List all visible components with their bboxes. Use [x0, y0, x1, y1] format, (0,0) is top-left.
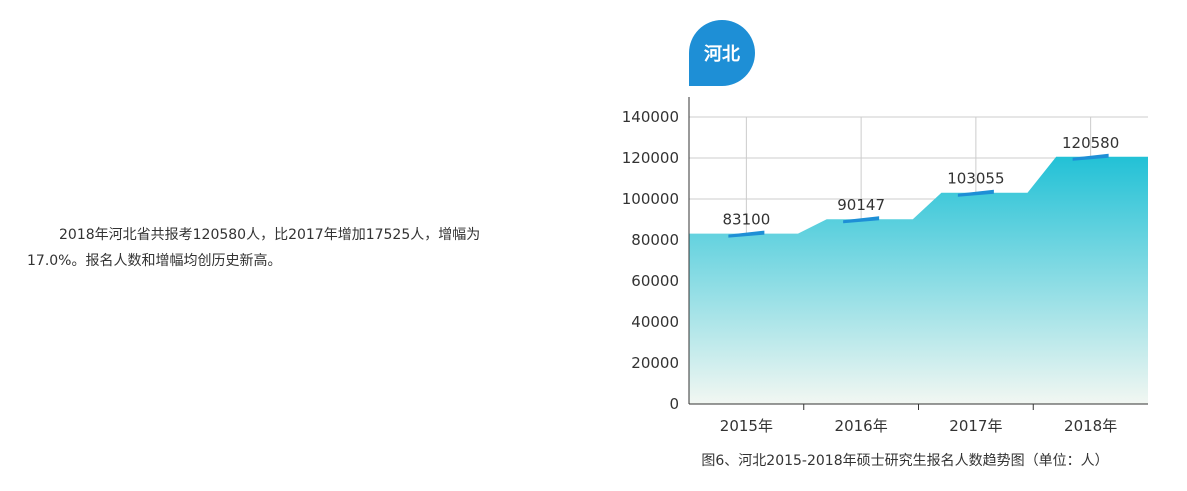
data-point-marker [957, 189, 994, 197]
data-label: 120580 [1062, 134, 1119, 152]
article-paragraph: 2018年河北省共报考120580人，比2017年增加17525人，增幅为17.… [27, 227, 481, 269]
y-tick-label: 20000 [631, 354, 679, 372]
y-tick-label: 120000 [622, 149, 679, 167]
series-area [689, 156, 1148, 404]
data-point-marker [843, 216, 880, 224]
region-badge: 河北 [689, 20, 755, 86]
y-tick-label: 60000 [631, 272, 679, 290]
x-tick-label: 2018年 [1064, 417, 1117, 435]
chart-caption: 图6、河北2015-2018年硕士研究生报名人数趋势图（单位：人） [701, 453, 1109, 469]
x-tick-label: 2016年 [835, 417, 888, 435]
y-tick-label: 80000 [631, 231, 679, 249]
x-tick-label: 2015年 [720, 417, 773, 435]
chart-container: 0 20000 40000 60000 80000 100000 120000 140000 2… [610, 10, 1180, 485]
y-tick-label: 140000 [622, 108, 679, 126]
y-tick-label: 40000 [631, 313, 679, 331]
data-point-marker [1072, 153, 1109, 161]
data-point-marker [728, 230, 765, 238]
data-label: 103055 [947, 170, 1004, 188]
y-tick-label: 0 [669, 395, 679, 413]
x-tick-label: 2017年 [949, 417, 1002, 435]
y-tick-label: 100000 [622, 190, 679, 208]
data-label: 83100 [723, 211, 771, 229]
trend-chart: 0 20000 40000 60000 80000 100000 120000 140000 2… [622, 97, 1148, 435]
data-label: 90147 [837, 196, 885, 214]
